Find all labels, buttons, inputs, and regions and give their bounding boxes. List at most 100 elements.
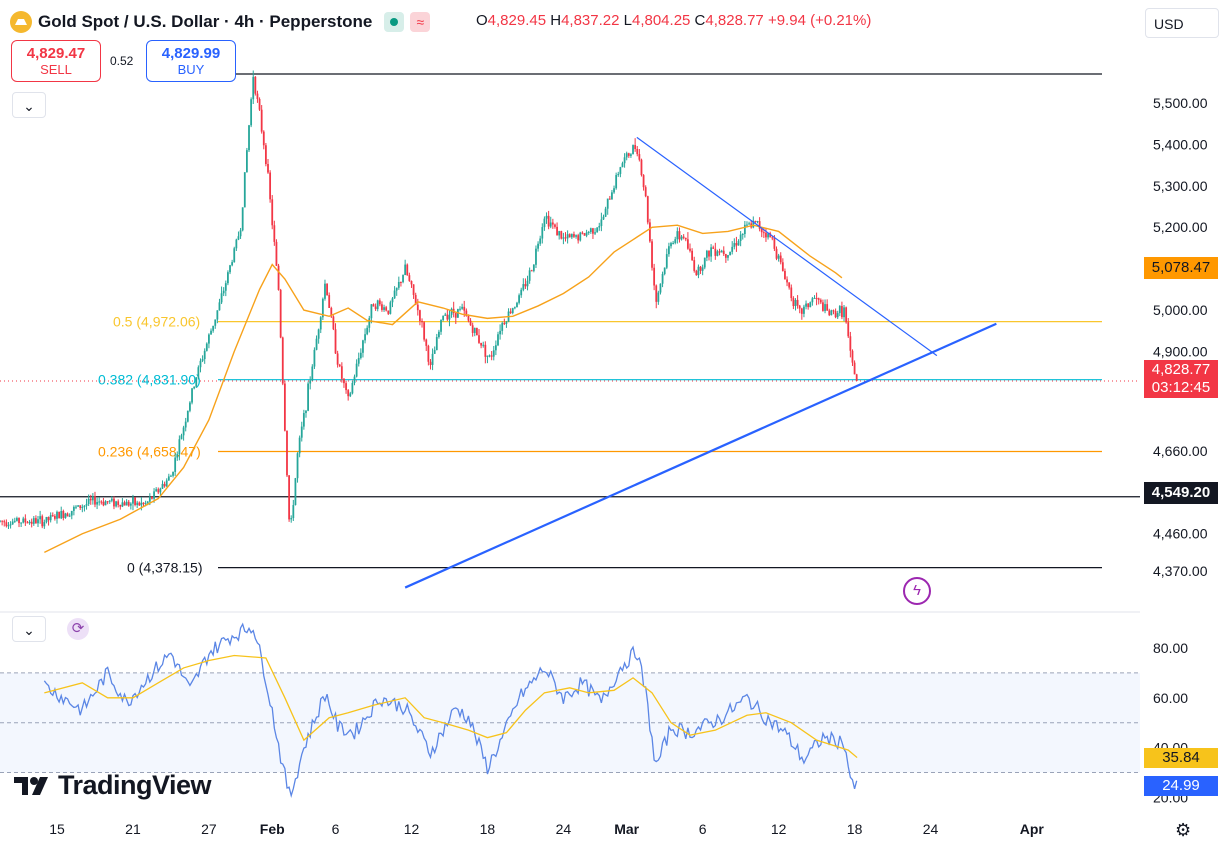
candle-body — [383, 307, 385, 310]
candle-body — [408, 275, 411, 281]
candle-body — [429, 361, 432, 365]
candle-body — [524, 284, 527, 287]
approx-icon[interactable]: ≈ — [410, 12, 431, 32]
candle-body — [115, 501, 117, 507]
candle-body — [68, 515, 71, 517]
candle-body — [853, 362, 856, 375]
candle-body — [389, 302, 392, 314]
candle-body — [471, 325, 474, 333]
candle-body — [208, 334, 210, 344]
candle-body — [843, 307, 845, 318]
candle-body — [374, 306, 377, 310]
rsi-value: 24.99 — [1162, 777, 1200, 794]
candle-body — [488, 355, 491, 357]
candle-body — [741, 234, 744, 236]
candle-body — [729, 251, 731, 256]
tradingview-logo[interactable]: TradingView — [14, 770, 212, 801]
buy-button[interactable]: 4,829.99 BUY — [146, 40, 236, 82]
candle-body — [239, 230, 242, 237]
candle-body — [279, 289, 282, 338]
gold-symbol-icon — [10, 11, 32, 33]
currency-select[interactable]: USD — [1145, 8, 1219, 38]
ma-price-label: 5,078.47 — [1151, 259, 1211, 276]
candle-body — [769, 233, 772, 238]
candle-body — [70, 510, 73, 516]
candle-body — [809, 302, 812, 308]
symbol-title[interactable]: Gold Spot / U.S. Dollar · 4h · Peppersto… — [38, 12, 373, 31]
candle-body — [376, 300, 379, 310]
candle-body — [454, 313, 457, 318]
candle-body — [163, 483, 166, 487]
candle-body — [513, 307, 516, 309]
sync-icon[interactable]: ⟳ — [67, 618, 89, 640]
candle-body — [229, 265, 231, 273]
sell-button[interactable]: 4,829.47 SELL — [11, 40, 101, 82]
candle-body — [197, 367, 200, 378]
chart-header: Gold Spot / U.S. Dollar · 4h · Peppersto… — [10, 10, 431, 34]
candle-body — [497, 334, 499, 346]
price-tick-label: 4,370.00 — [1153, 563, 1208, 579]
rsi-value-badge: 24.99 — [1144, 776, 1218, 796]
candle-body — [184, 421, 187, 428]
lightning-icon[interactable]: ϟ — [903, 577, 931, 605]
gear-icon[interactable]: ⚙ — [1175, 820, 1192, 840]
candle-body — [668, 246, 670, 255]
candle-body — [129, 503, 132, 506]
candle-body — [670, 243, 672, 247]
market-status-icon[interactable] — [384, 12, 405, 32]
low-value: 4,804.25 — [631, 12, 691, 29]
chevron-down-icon: ⌄ — [23, 622, 35, 638]
candle-body — [461, 306, 464, 309]
candle-body — [499, 330, 501, 335]
candle-body — [743, 224, 746, 235]
candle-body — [543, 218, 546, 228]
high-label: H — [550, 12, 562, 29]
spread-value: 0.52 — [110, 54, 134, 68]
candle-body — [695, 270, 698, 276]
candle-body — [446, 314, 449, 320]
candle-body — [444, 314, 447, 316]
candle-body — [395, 287, 398, 291]
time-tick-label: 18 — [847, 821, 863, 837]
price-tick-label: 5,500.00 — [1153, 95, 1208, 111]
candle-body — [140, 502, 143, 506]
candle-body — [581, 232, 584, 234]
candle-body — [697, 266, 700, 276]
candle-body — [672, 242, 675, 244]
candle-body — [45, 516, 48, 523]
candle-body — [161, 483, 164, 489]
candle-body — [13, 520, 16, 522]
close-value: 4,828.77 — [705, 12, 764, 29]
candle-body — [11, 521, 14, 525]
candle-body — [805, 303, 807, 307]
candle-body — [642, 175, 645, 188]
candle-body — [47, 516, 50, 521]
candle-body — [64, 513, 67, 518]
candle-body — [300, 426, 303, 438]
price-tick-label: 5,300.00 — [1153, 178, 1208, 194]
open-value: 4,829.45 — [487, 12, 547, 29]
candle-body — [758, 221, 761, 229]
candle-body — [651, 241, 653, 268]
candle-body — [781, 262, 784, 271]
candle-body — [727, 255, 729, 258]
candle-body — [77, 505, 79, 507]
candle-body — [577, 235, 580, 241]
candle-body — [604, 208, 607, 217]
collapse-rsi-legend-button[interactable]: ⌄ — [12, 616, 46, 642]
candle-body — [530, 270, 533, 272]
rsi-line — [43, 622, 858, 798]
trend-line-resistance — [636, 136, 938, 357]
collapse-legend-button[interactable]: ⌄ — [12, 92, 46, 118]
candle-body — [243, 172, 246, 208]
candle-body — [127, 501, 130, 506]
candle-body — [191, 388, 193, 403]
price-tick-label: 4,900.00 — [1153, 343, 1208, 359]
candle-body — [237, 236, 240, 240]
candle-body — [199, 360, 202, 368]
candle-body — [735, 243, 738, 246]
candle-body — [136, 502, 139, 506]
candle-body — [638, 154, 641, 160]
candle-body — [79, 505, 82, 508]
